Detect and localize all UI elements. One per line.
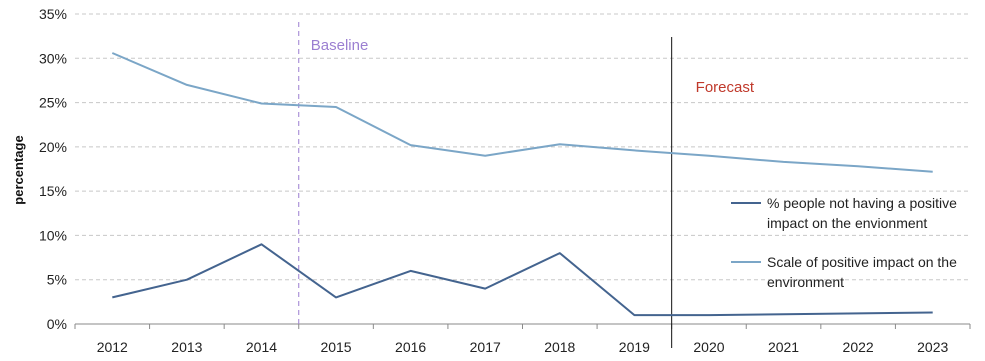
y-tick-label: 35% [39, 6, 67, 22]
gridlines [75, 13, 970, 281]
x-tick-label: 2015 [320, 339, 351, 355]
y-tick-label: 10% [39, 227, 67, 243]
y-axis-label: percentage [11, 135, 26, 204]
legend-label: Scale of positive impact on the [767, 254, 957, 270]
axes [74, 323, 971, 329]
x-tick-label: 2017 [470, 339, 501, 355]
legend: % people not having a positive impact on … [731, 195, 957, 290]
x-tick-label: 2020 [693, 339, 724, 355]
x-tick-label: 2016 [395, 339, 426, 355]
x-tick-label: 2023 [917, 339, 948, 355]
series-line-2 [111, 52, 933, 173]
y-tick-label: 5% [47, 272, 67, 288]
y-tick-label: 25% [39, 95, 67, 111]
reference-lines: Baseline Forecast [298, 22, 755, 348]
x-tick-label: 2013 [171, 339, 202, 355]
x-tick-label: 2018 [544, 339, 575, 355]
y-tick-labels: 0% 5% 10% 15% 20% 25% 30% 35% [39, 6, 67, 332]
y-tick-label: 20% [39, 139, 67, 155]
legend-label: % people not having a positive [767, 195, 957, 211]
baseline-label: Baseline [311, 37, 369, 54]
x-tick-label: 2012 [97, 339, 128, 355]
y-tick-label: 30% [39, 50, 67, 66]
x-tick-label: 2022 [843, 339, 874, 355]
y-tick-label: 0% [47, 316, 67, 332]
series-lines [111, 52, 933, 317]
x-tick-label: 2019 [619, 339, 650, 355]
forecast-label: Forecast [696, 79, 755, 96]
y-tick-label: 15% [39, 183, 67, 199]
legend-label: environment [767, 274, 844, 290]
legend-label: impact on the envionment [767, 215, 927, 231]
x-tick-label: 2021 [768, 339, 799, 355]
series-line-1 [112, 243, 933, 317]
x-tick-label: 2014 [246, 339, 277, 355]
x-tick-labels: 2012 2013 2014 2015 2016 2017 2018 2019 2020 2021… [97, 339, 949, 355]
